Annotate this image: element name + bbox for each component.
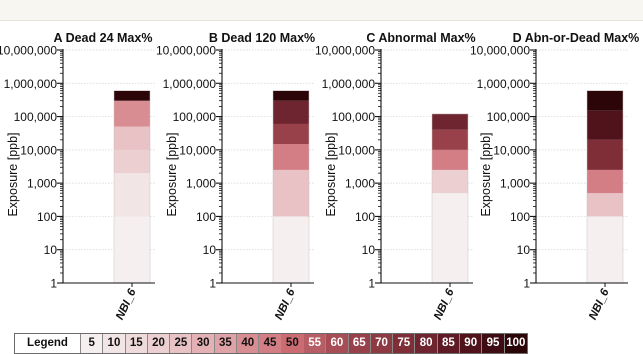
legend-swatch-95: 95 — [482, 334, 505, 353]
y-tick-label: 10 — [203, 243, 217, 257]
y-tick-label: 10,000,000 — [315, 44, 375, 58]
y-tick-label: 1 — [209, 277, 216, 291]
y-tick-label: 1 — [50, 277, 57, 291]
bar-segment-1-2 — [114, 173, 150, 217]
bar-segment-4-6 — [587, 90, 623, 111]
y-tick-label: 1,000 — [500, 177, 530, 191]
bar-segment-2-6 — [273, 90, 309, 101]
bar-segment-3-3 — [432, 149, 468, 170]
y-tick-label: 100,000 — [14, 110, 58, 124]
y-tick-label: 1,000,000 — [322, 77, 376, 91]
legend-title: Legend — [15, 334, 81, 353]
bar-segment-2-4 — [273, 123, 309, 144]
x-category-label-2: NBI_6 — [273, 287, 298, 322]
legend-swatch-25: 25 — [170, 334, 193, 353]
bar-segment-1-4 — [114, 126, 150, 150]
legend-swatch-60: 60 — [326, 334, 349, 353]
bar-segment-2-1 — [273, 216, 309, 283]
y-tick-label: 1,000,000 — [4, 77, 58, 91]
legend-swatch-35: 35 — [214, 334, 238, 353]
y-tick-label: 10,000,000 — [0, 44, 57, 58]
bar-segment-4-5 — [587, 110, 623, 140]
y-tick-label: 10 — [517, 243, 531, 257]
panel-title-3: C Abnormal Max% — [366, 31, 475, 45]
y-tick-label: 100 — [510, 210, 530, 224]
legend-swatch-70: 70 — [370, 334, 394, 353]
bar-segment-3-4 — [432, 129, 468, 150]
legend-swatch-100: 100 — [504, 334, 527, 353]
y-tick-label: 1,000,000 — [163, 77, 217, 91]
legend-swatch-5: 5 — [81, 334, 104, 353]
x-category-label-3: NBI_6 — [432, 287, 457, 322]
panel-title-2: B Dead 120 Max% — [209, 31, 315, 45]
legend-swatch-55: 55 — [303, 334, 327, 353]
y-tick-label: 10,000 — [20, 143, 57, 157]
y-tick-label: 10,000,000 — [156, 44, 216, 58]
y-tick-label: 10 — [362, 243, 376, 257]
y-tick-label: 10,000 — [179, 143, 216, 157]
y-tick-label: 100 — [355, 210, 375, 224]
legend-swatch-85: 85 — [437, 334, 461, 353]
bar-segment-3-1 — [432, 193, 468, 283]
y-axis-title-1: Exposure [ppb] — [6, 132, 20, 216]
legend-swatch-45: 45 — [259, 334, 282, 353]
panel-title-1: A Dead 24 Max% — [54, 31, 153, 45]
x-category-label-4: NBI_6 — [587, 287, 612, 322]
bar-segment-2-5 — [273, 100, 309, 124]
bar-segment-4-4 — [587, 139, 623, 170]
bar-segment-2-3 — [273, 143, 309, 170]
top-band — [0, 0, 643, 21]
y-tick-label: 100 — [37, 210, 57, 224]
y-tick-label: 1 — [523, 277, 530, 291]
legend-swatch-75: 75 — [393, 334, 416, 353]
x-category-label-1: NBI_6 — [114, 287, 139, 322]
bar-segment-2-2 — [273, 169, 309, 217]
legend-swatch-10: 10 — [103, 334, 126, 353]
legend-swatch-30: 30 — [192, 334, 215, 353]
bar-segment-1-6 — [114, 90, 150, 101]
bar-segment-4-2 — [587, 193, 623, 217]
y-tick-label: 1,000 — [345, 177, 375, 191]
y-tick-label: 1,000 — [186, 177, 216, 191]
y-tick-label: 10,000 — [493, 143, 530, 157]
y-tick-label: 100,000 — [332, 110, 376, 124]
legend-swatch-80: 80 — [415, 334, 438, 353]
y-tick-label: 1,000 — [27, 177, 57, 191]
legend-swatch-20: 20 — [147, 334, 171, 353]
bar-segment-4-1 — [587, 216, 623, 283]
legend-swatch-40: 40 — [237, 334, 260, 353]
bar-segment-4-3 — [587, 169, 623, 194]
bar-segment-1-1 — [114, 216, 150, 283]
y-axis-title-2: Exposure [ppb] — [165, 132, 179, 216]
panel-title-4: D Abn-or-Dead Max% — [513, 31, 640, 45]
legend-swatch-65: 65 — [348, 334, 371, 353]
y-tick-label: 100,000 — [487, 110, 531, 124]
y-tick-label: 100,000 — [173, 110, 217, 124]
y-axis-title-3: Exposure [ppb] — [324, 132, 338, 216]
bar-segment-1-5 — [114, 100, 150, 127]
bar-segment-3-5 — [432, 113, 468, 130]
bar-segment-1-3 — [114, 149, 150, 174]
bar-segment-3-2 — [432, 169, 468, 194]
chart-area: A Dead 24 Max% 1 10 100 1,000 10,000 100,000 1,… — [0, 31, 640, 322]
legend-swatch-15: 15 — [125, 334, 148, 353]
y-axis-title-4: Exposure [ppb] — [479, 132, 493, 216]
y-tick-label: 10,000,000 — [470, 44, 530, 58]
legend-swatch-90: 90 — [460, 334, 483, 353]
legend: Legend 5 10 15 20 25 30 35 40 45 50 55 60 65 70 75 80 85 9… — [14, 333, 528, 354]
legend-swatch-50: 50 — [281, 334, 304, 353]
y-tick-label: 1 — [368, 277, 375, 291]
y-tick-label: 100 — [196, 210, 216, 224]
y-tick-label: 10 — [44, 243, 58, 257]
y-tick-label: 10,000 — [338, 143, 375, 157]
y-tick-label: 1,000,000 — [477, 77, 531, 91]
